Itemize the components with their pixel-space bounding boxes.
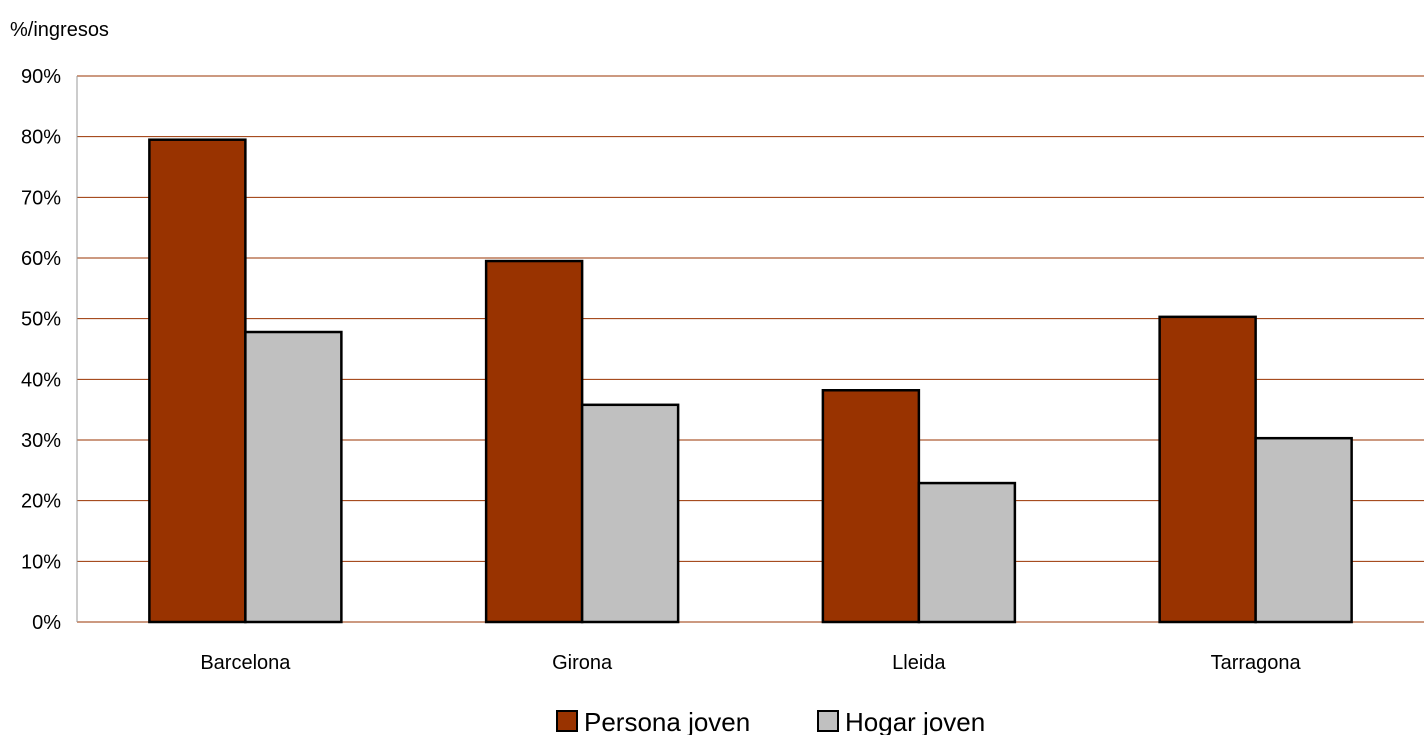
- y-tick-label: 20%: [21, 491, 61, 513]
- legend: Persona joven Hogar joven: [556, 707, 985, 735]
- y-tick-label: 90%: [21, 66, 61, 88]
- bar-barcelona-hogar-joven: [244, 330, 343, 624]
- y-tick-label: 40%: [21, 369, 61, 391]
- bar-barcelona-persona-joven: [148, 138, 247, 624]
- bar-tarragona-hogar-joven: [1254, 436, 1353, 624]
- bar-girona-persona-joven: [484, 259, 584, 624]
- y-tick-label: 30%: [21, 430, 61, 452]
- bar-lleida-persona-joven: [821, 389, 921, 624]
- legend-label: Persona joven: [584, 707, 750, 735]
- legend-label: Hogar joven: [845, 707, 985, 735]
- y-tick-label: 50%: [21, 309, 61, 331]
- bar-girona-hogar-joven: [580, 403, 680, 624]
- y-tick-label: 0%: [32, 612, 61, 634]
- x-axis-labels: Barcelona Girona Lleida Tarragona: [200, 652, 1301, 674]
- bar-tarragona-persona-joven: [1158, 315, 1257, 624]
- y-tick-label: 80%: [21, 127, 61, 149]
- x-tick-label: Girona: [552, 652, 613, 674]
- x-tick-label: Lleida: [892, 652, 946, 674]
- legend-swatch: [556, 710, 578, 732]
- bars: [148, 138, 1353, 624]
- y-tick-label: 60%: [21, 248, 61, 270]
- y-tick-label: 10%: [21, 551, 61, 573]
- y-axis-ticks: 0% 10% 20% 30% 40% 50% 60% 70% 80% 90%: [21, 66, 61, 634]
- x-tick-label: Tarragona: [1211, 652, 1302, 674]
- y-tick-label: 70%: [21, 187, 61, 209]
- legend-swatch: [817, 710, 839, 732]
- bar-lleida-hogar-joven: [917, 481, 1017, 624]
- y-axis-title: %/ingresos: [10, 19, 109, 41]
- x-tick-label: Barcelona: [200, 652, 291, 674]
